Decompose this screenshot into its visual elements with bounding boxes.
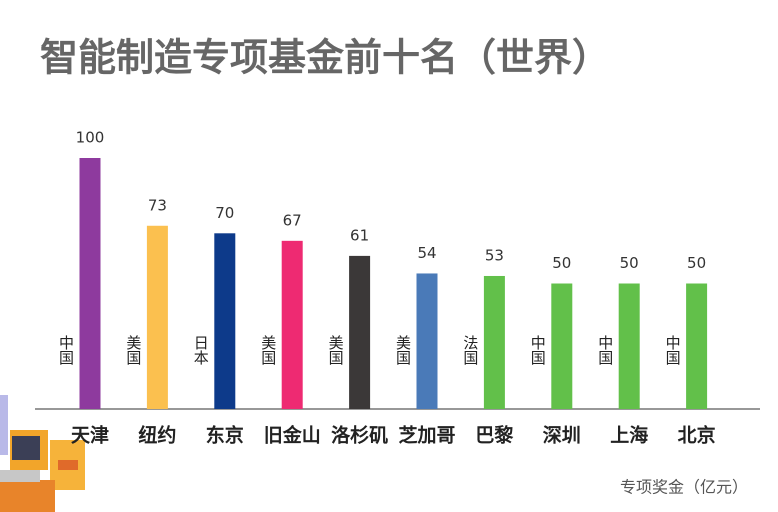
decor-icon — [0, 395, 85, 512]
country-label: 美国 — [259, 335, 277, 365]
bar — [686, 283, 708, 409]
bar — [281, 240, 303, 409]
value-label: 53 — [485, 246, 504, 264]
bar — [214, 233, 236, 409]
bar — [416, 273, 438, 409]
x-tick-label: 旧金山 — [264, 424, 321, 447]
value-label: 50 — [620, 254, 639, 272]
country-label: 日本 — [192, 335, 210, 365]
chart-title: 智能制造专项基金前十名（世界） — [40, 36, 610, 80]
country-label: 中国 — [664, 335, 682, 365]
x-tick-label: 北京 — [678, 424, 716, 447]
bar — [483, 275, 505, 409]
country-label: 中国 — [57, 335, 75, 365]
value-label: 67 — [283, 211, 302, 229]
value-label: 50 — [552, 254, 571, 272]
x-tick-label: 巴黎 — [475, 425, 513, 447]
x-tick-label: 芝加哥 — [398, 424, 455, 447]
value-label: 50 — [687, 254, 706, 272]
x-tick-label: 纽约 — [138, 424, 176, 447]
x-tick-label: 洛杉矶 — [331, 424, 388, 447]
bar — [551, 283, 573, 409]
country-label: 法国 — [461, 335, 479, 365]
country-label: 中国 — [529, 335, 547, 365]
value-label: 70 — [215, 204, 234, 222]
value-label: 73 — [148, 196, 167, 214]
country-label: 美国 — [124, 335, 142, 365]
bar — [349, 255, 371, 409]
x-tick-label: 上海 — [610, 424, 648, 447]
x-tick-label: 天津 — [71, 424, 109, 447]
value-label: 100 — [76, 129, 105, 147]
bar — [146, 225, 168, 409]
bar — [618, 283, 640, 409]
value-label: 54 — [417, 244, 436, 262]
country-label: 美国 — [394, 335, 412, 365]
x-tick-label: 深圳 — [543, 424, 581, 447]
country-label: 中国 — [596, 335, 614, 365]
unit-label: 专项奖金（亿元） — [620, 478, 748, 497]
value-label: 61 — [350, 226, 369, 244]
x-tick-label: 东京 — [206, 424, 244, 447]
bar — [79, 158, 101, 409]
country-label: 美国 — [327, 335, 345, 365]
